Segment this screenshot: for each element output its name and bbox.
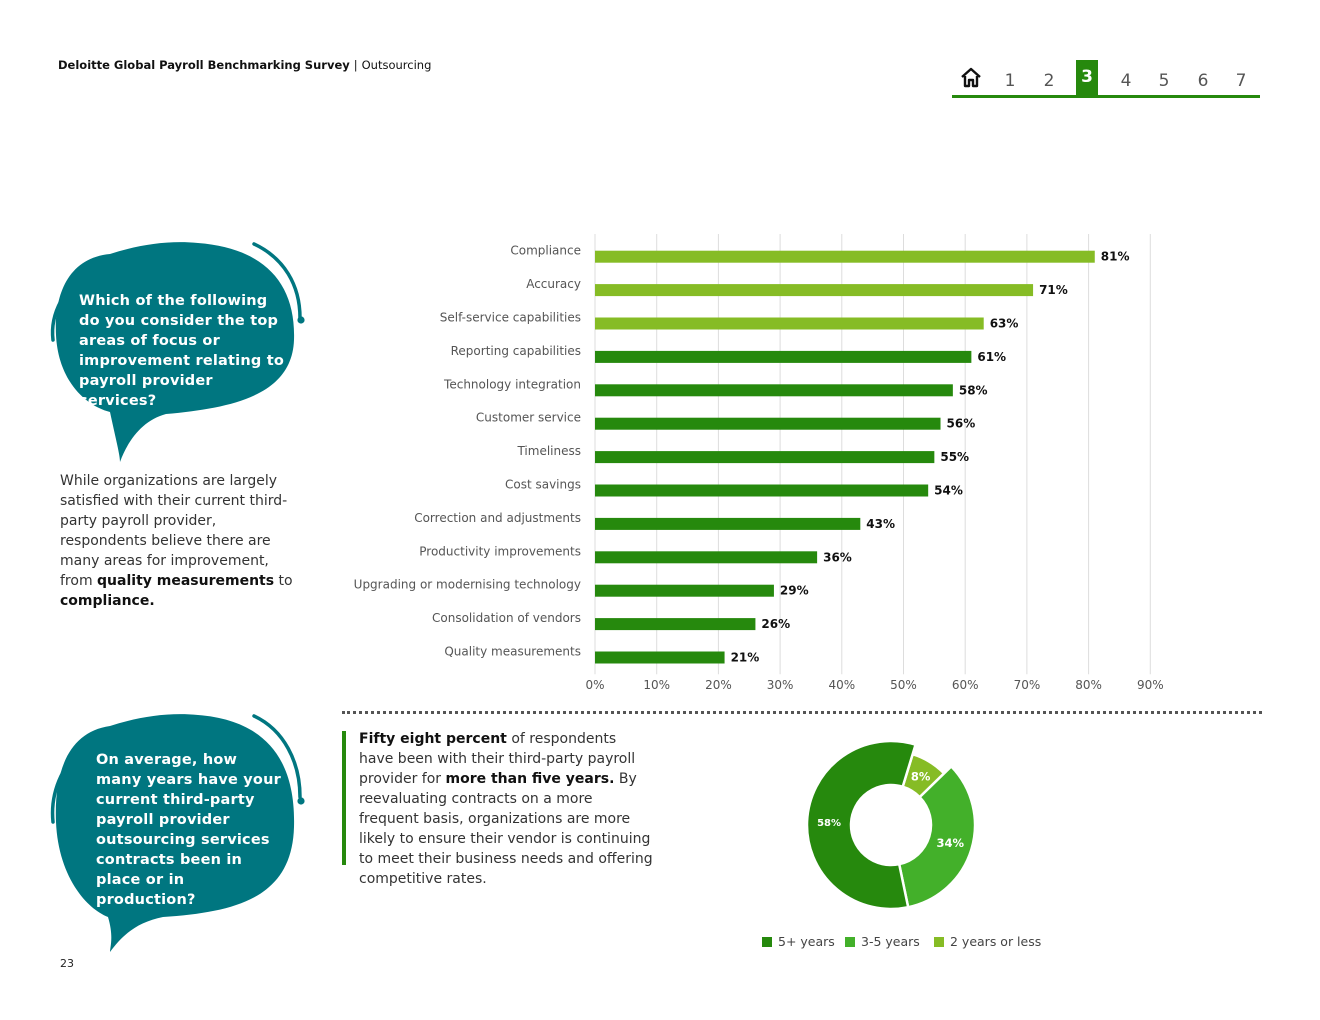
focus-areas-bar-chart: 0% 10% 20% 30% 40% 50% 60% 70% 80% 90% Compliance 8… — [354, 234, 1164, 692]
bar-value-label: 63% — [990, 317, 1019, 331]
survey-title: Deloitte Global Payroll Benchmarking Sur… — [58, 58, 350, 72]
x-tick-label: 10% — [643, 678, 670, 692]
nav-page-5[interactable]: 5 — [1158, 71, 1170, 91]
nav-page-4[interactable]: 4 — [1120, 71, 1132, 91]
donut-slice-label: 8% — [911, 769, 931, 783]
x-tick-label: 90% — [1137, 678, 1164, 692]
category-label: Consolidation of vendors — [432, 611, 581, 625]
tenure-bold-2: more than five years. — [445, 771, 615, 787]
donut-slice-label: 34% — [937, 836, 965, 850]
legend-label-3: 2 years or less — [950, 934, 1042, 949]
bar — [595, 250, 1095, 263]
bar-value-label: 56% — [947, 417, 976, 431]
bar — [595, 350, 972, 363]
bar-value-label: 61% — [977, 350, 1006, 364]
nav-page-1[interactable]: 1 — [1004, 71, 1016, 91]
category-label: Accuracy — [526, 277, 581, 291]
bar-value-label: 26% — [761, 617, 790, 631]
document-header: Deloitte Global Payroll Benchmarking Sur… — [58, 58, 431, 72]
bar — [595, 551, 818, 564]
bar — [595, 517, 861, 530]
x-tick-label: 20% — [705, 678, 732, 692]
x-tick-label: 40% — [828, 678, 855, 692]
legend-item-5plus-years: 5+ years — [762, 934, 835, 949]
question-2-text: On average, how many years have your cur… — [96, 752, 281, 908]
bar-value-label: 55% — [940, 450, 969, 464]
legend-swatch-3 — [934, 937, 944, 947]
bar-value-label: 21% — [731, 651, 760, 665]
bar — [595, 451, 935, 464]
intro-text-2: to — [274, 573, 293, 589]
header-separator: | — [353, 58, 358, 72]
category-label: Technology integration — [443, 377, 581, 391]
tenure-text-1: of respondents have been with their thir… — [359, 731, 636, 787]
intro-paragraph: While organizations are largely satisfie… — [60, 471, 300, 611]
bar-value-label: 43% — [866, 517, 895, 531]
bar-value-label: 36% — [823, 550, 852, 564]
section-divider — [342, 711, 1262, 714]
tenure-donut-chart: 8% 34% 58% — [805, 739, 977, 911]
speech-bubble-2 — [50, 714, 305, 952]
paragraph-accent-bar — [342, 731, 346, 865]
bar — [595, 651, 725, 664]
nav-page-2[interactable]: 2 — [1043, 71, 1055, 91]
category-label: Timeliness — [516, 444, 581, 458]
x-tick-label: 70% — [1014, 678, 1041, 692]
nav-page-3-active[interactable]: 3 — [1076, 60, 1098, 95]
legend-item-3-5-years: 3-5 years — [845, 934, 920, 949]
bar-value-label: 58% — [959, 383, 988, 397]
legend-swatch-1 — [762, 937, 772, 947]
bar-value-label: 54% — [934, 484, 963, 498]
bar-value-label: 81% — [1101, 250, 1130, 264]
speech-bubble-1 — [50, 242, 305, 462]
home-icon[interactable] — [959, 66, 983, 90]
category-label: Cost savings — [505, 478, 581, 492]
intro-text-1: While organizations are largely satisfie… — [60, 473, 288, 589]
tenure-text-2: By reevaluating contracts on a more freq… — [359, 771, 653, 887]
nav-page-7[interactable]: 7 — [1235, 71, 1247, 91]
legend-swatch-2 — [845, 937, 855, 947]
nav-underline — [952, 95, 1260, 98]
category-label: Upgrading or modernising technology — [354, 578, 581, 592]
bar — [595, 584, 774, 597]
donut-slice — [897, 764, 977, 909]
x-tick-label: 30% — [767, 678, 794, 692]
category-label: Quality measurements — [444, 645, 581, 659]
category-label: Correction and adjustments — [414, 511, 581, 525]
legend-label-2: 3-5 years — [861, 934, 920, 949]
bar — [595, 417, 941, 430]
section-name: Outsourcing — [361, 58, 432, 72]
category-label: Compliance — [510, 244, 581, 258]
bar — [595, 284, 1034, 297]
category-label: Customer service — [476, 411, 581, 425]
category-label: Reporting capabilities — [451, 344, 581, 358]
bar — [595, 317, 984, 330]
bar-value-label: 71% — [1039, 283, 1068, 297]
category-label: Productivity improvements — [419, 544, 581, 558]
x-tick-label: 0% — [585, 678, 604, 692]
donut-slice — [805, 739, 918, 911]
page-navigation: 1 2 3 4 5 6 7 — [952, 60, 1260, 98]
legend-label-1: 5+ years — [778, 934, 835, 949]
bar — [595, 484, 929, 497]
bar-value-label: 29% — [780, 584, 809, 598]
question-1-text: Which of the following do you consider t… — [79, 293, 284, 409]
legend-item-2-years-or-less: 2 years or less — [934, 934, 1041, 949]
bar — [595, 384, 953, 397]
x-tick-label: 60% — [952, 678, 979, 692]
tenure-bold-1: Fifty eight percent — [359, 731, 507, 747]
intro-bold-2: compliance. — [60, 593, 155, 609]
page-number: 23 — [60, 957, 74, 970]
category-label: Self-service capabilities — [440, 311, 581, 325]
intro-bold-1: quality measurements — [97, 573, 275, 589]
bar — [595, 618, 756, 631]
nav-page-6[interactable]: 6 — [1197, 71, 1209, 91]
donut-slice-label: 58% — [817, 818, 841, 829]
tenure-paragraph: Fifty eight percent of respondents have … — [359, 729, 654, 889]
x-tick-label: 80% — [1075, 678, 1102, 692]
x-tick-label: 50% — [890, 678, 917, 692]
